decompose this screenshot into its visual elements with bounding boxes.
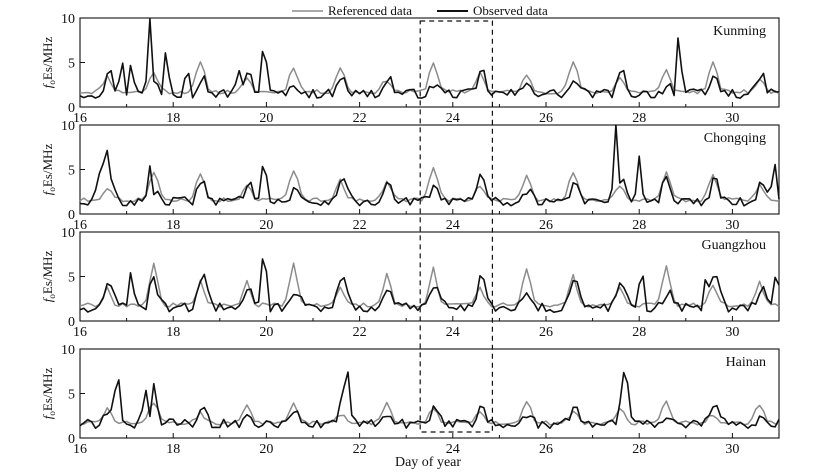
y-axis-title: foEs/MHz (40, 251, 57, 303)
x-tick-label: 22 (353, 218, 367, 233)
y-tick-label: 5 (68, 271, 75, 286)
x-tick-label: 30 (725, 325, 739, 340)
highlight-dashed-box (419, 20, 494, 433)
x-tick-label: 22 (353, 325, 367, 340)
legend-label-observed: Observed data (473, 3, 548, 18)
x-tick-label: 16 (73, 111, 87, 126)
x-tick-label: 24 (446, 442, 460, 457)
x-tick-label: 26 (539, 325, 553, 340)
x-tick-label: 16 (73, 218, 87, 233)
x-tick-label: 18 (166, 218, 180, 233)
y-tick-label: 0 (68, 432, 75, 447)
x-tick-label: 22 (353, 111, 367, 126)
y-tick-label: 10 (61, 226, 75, 241)
series-line-referenced (79, 61, 780, 95)
station-label: Kunming (713, 24, 766, 39)
y-tick-label: 10 (61, 12, 75, 27)
x-tick-label: 30 (725, 111, 739, 126)
panel-chongqing: 0 5 10 16 18 20 22 24 26 28 30 foEs/MHz Chongqing (40, 119, 780, 233)
station-label: Hainan (726, 355, 766, 370)
x-tick-label: 20 (259, 442, 273, 457)
x-tick-label: 26 (539, 442, 553, 457)
x-tick-label: 26 (539, 111, 553, 126)
panel-hainan: 0 5 10 16 18 20 22 24 26 28 30 foEs/MHz Hainan (40, 343, 780, 457)
y-tick-label: 0 (68, 101, 75, 116)
x-tick-label: 28 (632, 442, 646, 457)
x-tick-label: 28 (632, 218, 646, 233)
x-axis-title: Day of year (395, 455, 461, 470)
y-axis-title: foEs/MHz (40, 37, 57, 89)
y-tick-label: 10 (61, 119, 75, 134)
x-tick-label: 26 (539, 218, 553, 233)
plot-frame (79, 231, 780, 322)
series-line-observed (79, 371, 780, 429)
y-tick-label: 10 (61, 343, 75, 358)
panel-guangzhou: 0 5 10 16 18 20 22 24 26 28 30 foEs/MHz Guangzhou (40, 226, 780, 340)
x-tick-label: 20 (259, 325, 273, 340)
y-axis-title: foEs/MHz (40, 368, 57, 420)
x-tick-label: 18 (166, 111, 180, 126)
x-tick-label: 30 (725, 442, 739, 457)
y-tick-label: 0 (68, 208, 75, 223)
x-tick-label: 22 (353, 442, 367, 457)
y-tick-label: 5 (68, 388, 75, 403)
x-tick-label: 24 (446, 325, 460, 340)
y-axis-title: foEs/MHz (40, 144, 57, 196)
x-tick-label: 20 (259, 111, 273, 126)
y-tick-label: 5 (68, 164, 75, 179)
x-tick-label: 18 (166, 325, 180, 340)
x-tick-label: 20 (259, 218, 273, 233)
x-tick-label: 24 (446, 218, 460, 233)
series-line-observed (79, 18, 780, 99)
legend-label-referenced: Referenced data (328, 3, 412, 18)
series-line-observed (79, 124, 780, 207)
station-label: Guangzhou (701, 238, 766, 253)
x-tick-label: 16 (73, 325, 87, 340)
x-tick-label: 28 (632, 111, 646, 126)
x-tick-label: 18 (166, 442, 180, 457)
series-line-observed (79, 258, 780, 313)
y-tick-label: 5 (68, 57, 75, 72)
station-label: Chongqing (704, 131, 766, 146)
y-tick-label: 0 (68, 315, 75, 330)
legend: Referenced data Observed data (292, 3, 548, 18)
x-tick-label: 28 (632, 325, 646, 340)
x-tick-label: 24 (446, 111, 460, 126)
panel-kunming: 0 5 10 16 18 20 22 24 26 28 30 foEs/MHz Kunming (40, 12, 780, 126)
x-tick-label: 16 (73, 442, 87, 457)
x-tick-label: 30 (725, 218, 739, 233)
